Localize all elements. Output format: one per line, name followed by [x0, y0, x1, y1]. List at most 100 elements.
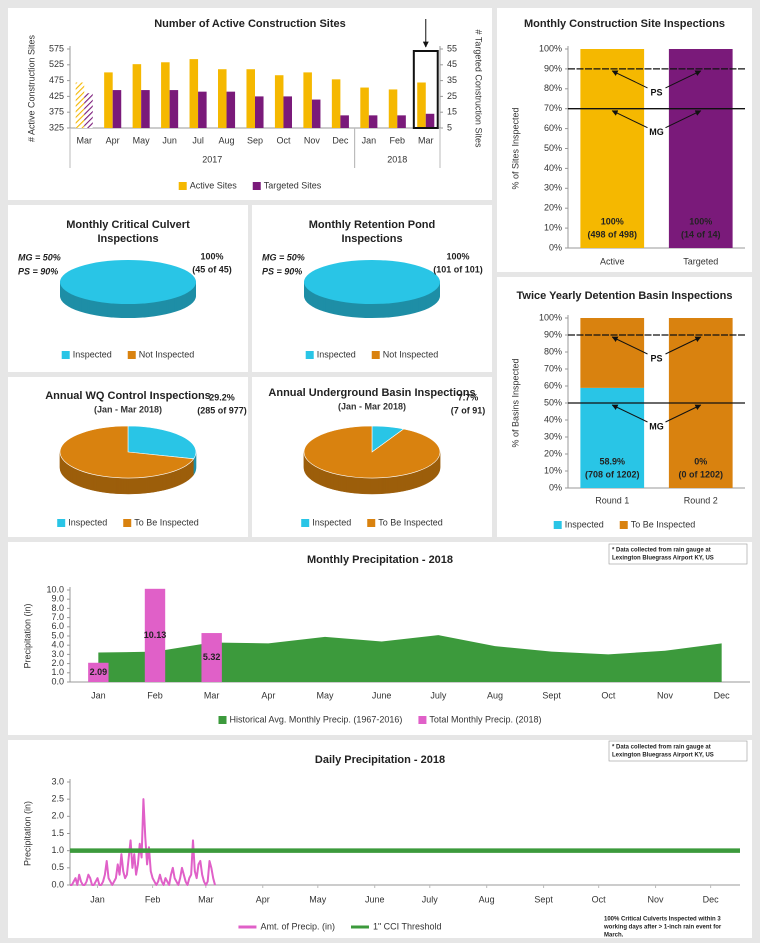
y2-tick-label: 55	[447, 43, 457, 53]
bar	[368, 115, 378, 128]
ref-label: PS	[650, 87, 662, 97]
chart-title: Inspections	[97, 233, 158, 245]
y2-tick-label: 5	[447, 122, 452, 132]
note: working days after > 1-inch rain event f…	[603, 925, 722, 931]
legend-swatch	[418, 716, 427, 724]
bar	[340, 115, 349, 128]
data-label: (101 of 101)	[433, 264, 483, 274]
x-tick-label: Feb	[145, 894, 161, 904]
data-label: (45 of 45)	[192, 264, 232, 274]
x-tick-label: Apr	[106, 135, 120, 145]
ref-label-bg	[646, 86, 667, 99]
x-tick-label: June	[365, 894, 385, 904]
line	[70, 798, 216, 886]
ref-label-bg	[646, 421, 667, 433]
note-box	[608, 543, 748, 565]
y-tick-label: 2.5	[51, 794, 64, 804]
chart-title: Monthly Retention Pond	[309, 219, 435, 231]
y-tick-label: 20%	[544, 448, 562, 458]
legend: Active Sites Targeted Sites	[178, 180, 322, 190]
pie-slice	[60, 260, 196, 304]
y-tick-label: 3.0	[51, 649, 64, 659]
x-tick-label: Sep	[247, 135, 263, 145]
x-tick-label: Jul	[192, 135, 204, 145]
y-tick-label: 80%	[544, 346, 562, 356]
x-tick-label: Round 1	[595, 495, 629, 505]
chart-title: Annual WQ Control Inspections	[45, 390, 211, 402]
group-label: 2017	[202, 154, 222, 164]
x-tick-label: Nov	[648, 894, 665, 904]
y2-tick-label: 45	[447, 59, 457, 69]
y-tick-label: 10%	[544, 465, 562, 475]
note: Lexington Bluegrass Airport KY, US	[612, 556, 714, 562]
y-axis-label: % of Sites Inspected	[510, 107, 520, 189]
y-tick-label: 4.0	[51, 640, 64, 650]
y2-tick-label: 15	[447, 107, 457, 117]
y-tick-label: 0%	[549, 242, 562, 252]
bar	[255, 96, 264, 128]
x-tick-label: Aug	[219, 135, 235, 145]
bar	[303, 72, 312, 128]
x-tick-label: Dec	[703, 894, 720, 904]
legend-label: Historical Avg. Monthly Precip. (1967-20…	[230, 714, 403, 724]
legend-label: Inspected	[312, 517, 351, 527]
pie-note: PS = 90%	[18, 266, 58, 276]
legend-swatch	[57, 519, 66, 527]
y-tick-label: 6.0	[51, 621, 64, 631]
legend-label: Not Inspected	[139, 349, 195, 359]
x-tick-label: June	[372, 690, 392, 700]
legend-label: Inspected	[68, 517, 107, 527]
data-label: 100%	[601, 216, 624, 226]
legend-label: Inspected	[73, 349, 112, 359]
bar	[104, 72, 113, 128]
y-tick-label: 1.0	[51, 667, 64, 677]
x-tick-label: Round 2	[684, 495, 718, 505]
y-tick-label: 10%	[544, 222, 562, 232]
legend-label: To Be Inspected	[631, 519, 696, 529]
x-tick-label: May	[133, 135, 151, 145]
y-tick-label: 70%	[544, 103, 562, 113]
bar	[246, 69, 255, 128]
y-axis-label: Precipitation (in)	[22, 603, 32, 668]
y-tick-label: 100%	[539, 43, 562, 53]
chart-title: Monthly Construction Site Inspections	[524, 18, 725, 30]
x-tick-label: July	[422, 894, 439, 904]
bar	[218, 69, 227, 128]
y-tick-label: 60%	[544, 380, 562, 390]
y-axis-label: Precipitation (in)	[22, 801, 32, 866]
y-tick-label: 90%	[544, 329, 562, 339]
y-tick-label: 5.0	[51, 630, 64, 640]
legend-swatch	[123, 519, 132, 527]
x-tick-label: Mar	[198, 894, 214, 904]
bar	[84, 93, 93, 128]
y-tick-label: 30%	[544, 431, 562, 441]
x-tick-label: Active	[600, 256, 625, 266]
bar	[283, 96, 292, 128]
x-tick-label: Oct	[276, 135, 291, 145]
data-label: 100%	[689, 216, 712, 226]
chart-title: Annual Underground Basin Inspections	[268, 387, 475, 399]
ref-label-bg	[646, 126, 667, 139]
y-tick-label: 325	[49, 122, 64, 132]
bar	[88, 662, 109, 682]
chart-title: Inspections	[341, 233, 402, 245]
x-tick-label: May	[309, 894, 327, 904]
legend-label: Active Sites	[190, 180, 238, 190]
y-tick-label: 7.0	[51, 612, 64, 622]
y-tick-label: 1.0	[51, 845, 64, 855]
pie-note: MG = 50%	[262, 252, 305, 262]
data-label: 100%	[446, 251, 469, 261]
x-tick-label: Targeted	[683, 256, 718, 266]
bar	[388, 89, 398, 128]
chart-subtitle: (Jan - Mar 2018)	[338, 401, 406, 411]
y-tick-label: 0%	[549, 482, 562, 492]
panel	[8, 740, 752, 938]
x-tick-label: Sept	[542, 690, 561, 700]
ref-arrow	[611, 70, 648, 89]
pie-note: PS = 90%	[262, 266, 302, 276]
data-label: (708 of 1202)	[585, 469, 640, 479]
ref-arrow	[611, 404, 648, 423]
note: * Data collected from rain gauge at	[612, 745, 711, 751]
x-tick-label: Nov	[304, 135, 321, 145]
x-tick-label: May	[316, 690, 334, 700]
